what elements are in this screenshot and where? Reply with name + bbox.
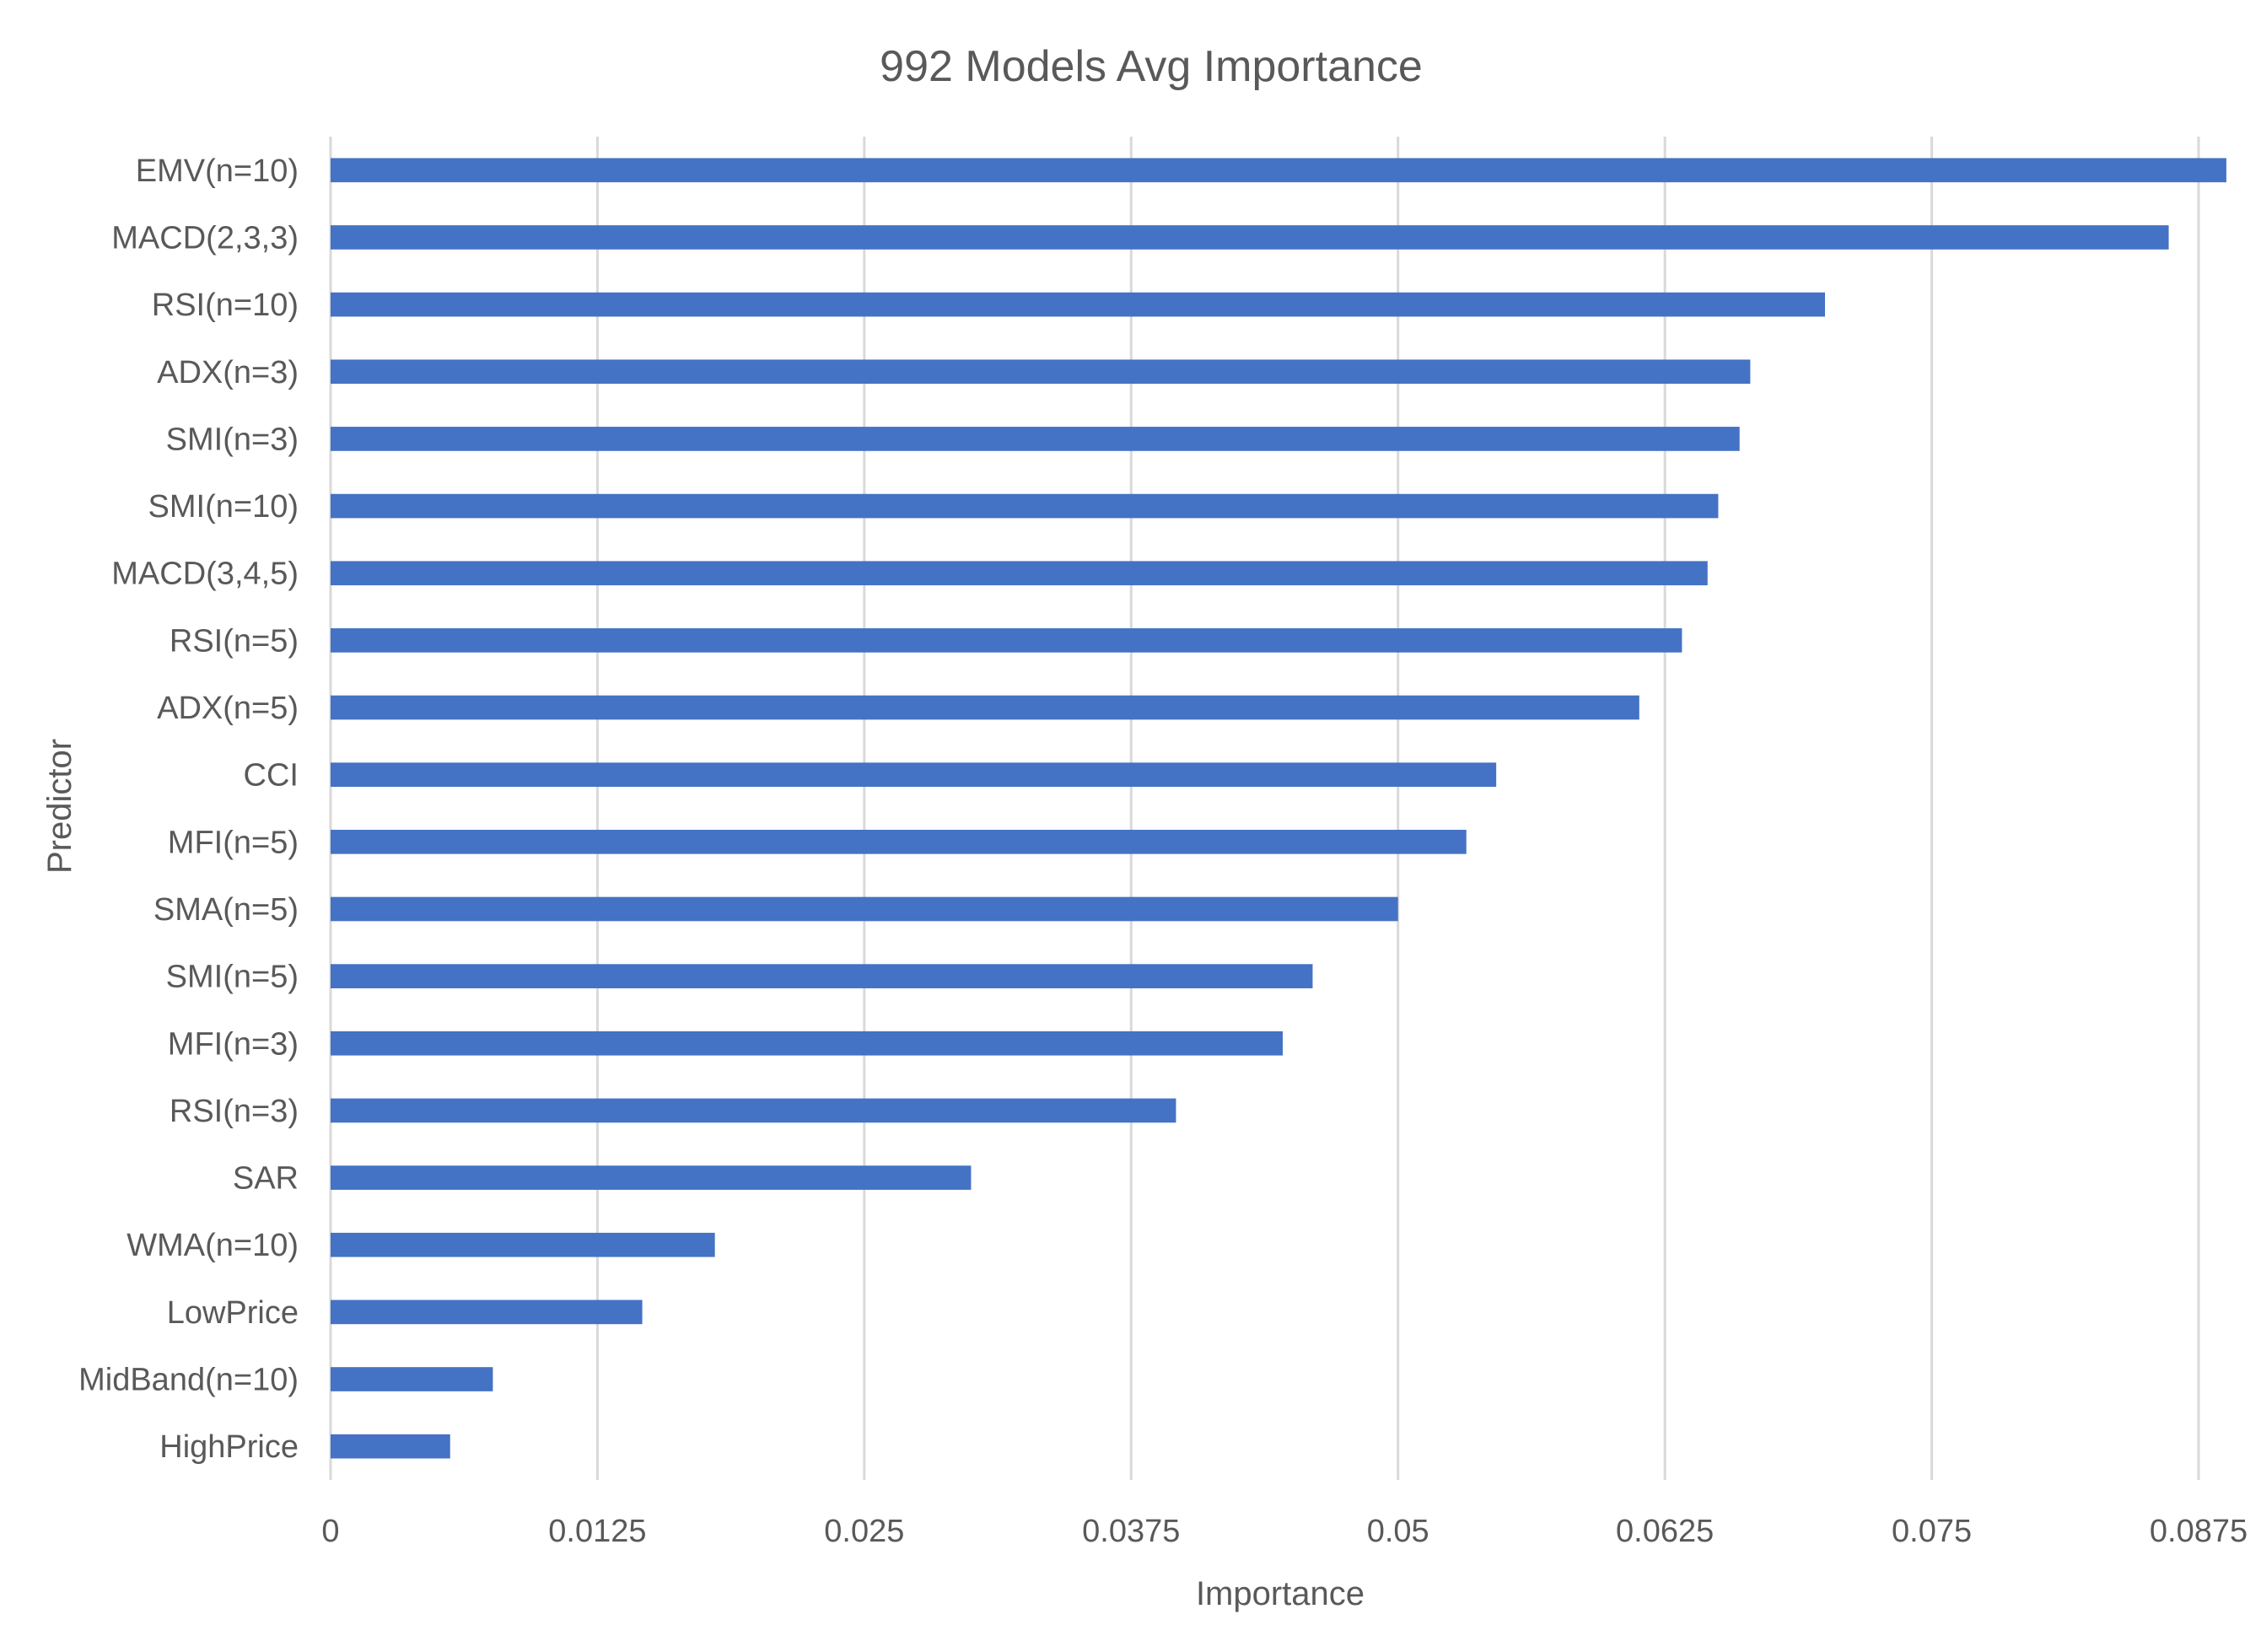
bar (331, 1165, 972, 1190)
category-label: ADX(n=3) (157, 355, 299, 390)
x-tick-label: 0 (321, 1514, 339, 1549)
x-tick-label: 0.075 (1892, 1514, 1972, 1549)
gridlines (329, 137, 2200, 1480)
bar (331, 561, 1708, 586)
category-label: EMV(n=10) (136, 153, 299, 189)
bar (331, 427, 1740, 451)
category-label: LowPrice (167, 1295, 299, 1331)
bar (331, 896, 1398, 922)
x-tick-label: 0.05 (1367, 1514, 1429, 1549)
category-label: RSI(n=10) (152, 288, 299, 323)
category-label: ADX(n=5) (157, 691, 299, 726)
bar (331, 1030, 1284, 1056)
bar (331, 829, 1467, 854)
x-tick-label: 0.025 (824, 1514, 904, 1549)
bar (331, 493, 1719, 519)
category-label: RSI(n=3) (170, 1094, 299, 1129)
bar (331, 292, 1825, 317)
bar (331, 158, 2226, 183)
x-tick-label: 0.0125 (548, 1514, 646, 1549)
bar (331, 1300, 643, 1325)
bar (331, 1098, 1176, 1123)
bar (331, 628, 1682, 653)
x-tick-label: 0.0375 (1082, 1514, 1180, 1549)
x-tick-label: 0.0875 (2150, 1514, 2248, 1549)
category-label: WMA(n=10) (127, 1228, 299, 1263)
category-label: CCI (244, 758, 299, 794)
x-tick-label: 0.0625 (1616, 1514, 1714, 1549)
category-label: MACD(2,3,3) (111, 220, 299, 256)
category-label: SMI(n=3) (166, 422, 299, 457)
category-labels: EMV(n=10) MACD(2,3,3) RSI(n=10) ADX(n=3) SMI… (78, 153, 299, 1465)
x-axis-title: Importance (1196, 1575, 1365, 1612)
category-label: RSI(n=5) (170, 623, 299, 659)
category-label: MFI(n=3) (168, 1026, 299, 1062)
bar (331, 225, 2169, 250)
category-label: SMA(n=5) (153, 892, 299, 928)
bar (331, 964, 1313, 988)
category-label: MACD(3,4,5) (111, 557, 299, 592)
bar (331, 1434, 450, 1459)
category-label: SMI(n=5) (166, 960, 299, 995)
bar (331, 1367, 493, 1391)
category-label: MidBand(n=10) (78, 1363, 299, 1398)
bar (331, 359, 1751, 385)
bar (331, 1232, 715, 1257)
x-tick-labels: 0 0.0125 0.025 0.0375 0.05 0.0625 0.075 0.0875 (321, 1514, 2248, 1549)
chart-title: 992 Models Avg Importance (880, 42, 1423, 91)
bars (331, 158, 2226, 1459)
y-axis-title: Predictor (41, 739, 78, 874)
bar (331, 695, 1639, 720)
category-label: HighPrice (159, 1429, 299, 1465)
category-label: MFI(n=5) (168, 825, 299, 860)
category-label: SAR (233, 1161, 299, 1197)
bar (331, 762, 1497, 788)
category-label: SMI(n=10) (148, 489, 299, 525)
